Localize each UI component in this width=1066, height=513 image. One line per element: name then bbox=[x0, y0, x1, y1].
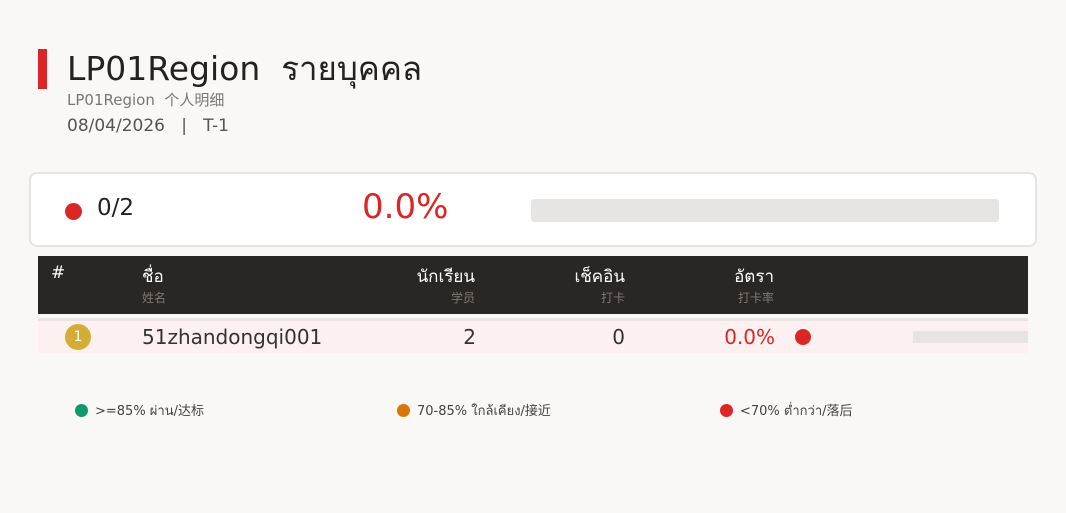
row-checkin: 0 bbox=[612, 325, 625, 349]
table-header: # ชื่อ 姓名 นักเรียน 学员 เช็คอิน 打卡 อัตรา 打… bbox=[38, 256, 1028, 314]
legend-near-label: 70-85% ใกล้เคียง/接近 bbox=[417, 404, 551, 419]
page-subtitle: LP01Region 个人明细 bbox=[67, 91, 225, 109]
summary-progress-bar bbox=[531, 199, 999, 222]
table-row[interactable]: 1 51zhandongqi001 2 0 0.0% bbox=[38, 318, 1028, 353]
page-title: LP01Region รายบุคคล bbox=[67, 49, 423, 88]
report-date: 08/04/2026 bbox=[67, 116, 165, 136]
col-rate: อัตรา bbox=[734, 267, 774, 287]
col-rate-zh: 打卡率 bbox=[737, 291, 774, 305]
separator: | bbox=[181, 116, 187, 136]
summary-card: 0/2 0.0% bbox=[29, 172, 1037, 247]
rank-badge: 1 bbox=[65, 324, 91, 350]
col-students-zh: 学员 bbox=[450, 291, 475, 305]
row-name: 51zhandongqi001 bbox=[142, 325, 323, 349]
row-status-dot-icon bbox=[795, 329, 811, 345]
status-dot-icon bbox=[65, 203, 82, 220]
checkin-count: 0/2 bbox=[97, 195, 135, 221]
legend-near: 70-85% ใกล้เคียง/接近 bbox=[397, 400, 551, 421]
red-dot-icon bbox=[720, 404, 733, 417]
date-line: 08/04/2026 | T-1 bbox=[67, 116, 229, 136]
col-rank: # bbox=[51, 263, 66, 283]
period: T-1 bbox=[203, 116, 229, 136]
col-name: ชื่อ bbox=[142, 267, 164, 287]
orange-dot-icon bbox=[397, 404, 410, 417]
title-accent-bar bbox=[38, 49, 47, 89]
row-students: 2 bbox=[463, 325, 476, 349]
col-checkin: เช็คอิน bbox=[574, 267, 625, 287]
legend-behind: <70% ต่ำกว่า/落后 bbox=[720, 400, 853, 421]
legend-pass: >=85% ผ่าน/达标 bbox=[75, 400, 204, 421]
summary-percent: 0.0% bbox=[362, 187, 449, 227]
row-rate: 0.0% bbox=[724, 325, 775, 349]
legend-behind-label: <70% ต่ำกว่า/落后 bbox=[740, 404, 853, 419]
row-progress-bar bbox=[913, 331, 1028, 343]
green-dot-icon bbox=[75, 404, 88, 417]
col-checkin-zh: 打卡 bbox=[600, 291, 625, 305]
legend-pass-label: >=85% ผ่าน/达标 bbox=[95, 404, 204, 419]
col-name-zh: 姓名 bbox=[142, 291, 167, 305]
col-students: นักเรียน bbox=[416, 267, 475, 287]
